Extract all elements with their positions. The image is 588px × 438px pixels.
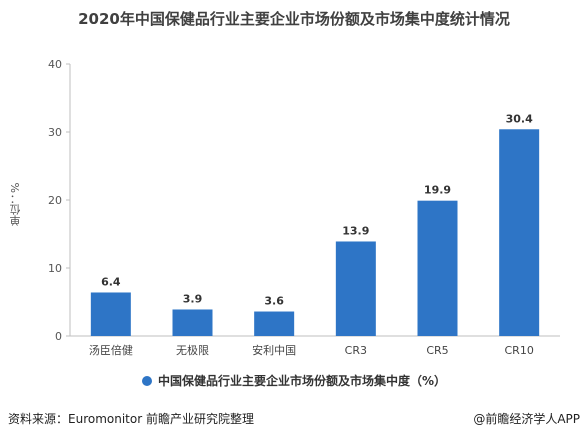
legend-label: 中国保健品行业主要企业市场份额及市场集中度（%） (157, 374, 447, 388)
bar (254, 311, 295, 336)
y-tick-label: 20 (48, 194, 62, 207)
x-tick-label: CR3 (345, 344, 367, 357)
y-tick-label: 0 (55, 330, 62, 343)
x-tick-label: CR5 (426, 344, 448, 357)
chart-legend: 中国保健品行业主要企业市场份额及市场集中度（%） (0, 372, 588, 389)
x-tick-label: 汤臣倍健 (89, 343, 133, 357)
bar (499, 129, 540, 336)
bar (335, 241, 376, 336)
data-label: 19.9 (424, 184, 451, 197)
x-tick-label: 安利中国 (252, 343, 296, 357)
data-label: 30.4 (506, 112, 533, 125)
y-tick-label: 30 (48, 126, 62, 139)
footer: 资料来源：Euromonitor 前瞻产业研究院整理 @前瞻经济学人APP (8, 410, 580, 428)
x-tick-label: 无极限 (176, 343, 209, 357)
y-tick-label: 10 (48, 262, 62, 275)
bar (172, 309, 213, 336)
bar (90, 292, 131, 336)
brand-note: @前瞻经济学人APP (473, 412, 580, 426)
data-label: 3.9 (183, 292, 203, 305)
y-tick-label: 40 (48, 58, 62, 71)
legend-swatch (141, 376, 152, 386)
bar (417, 200, 458, 336)
x-tick-label: CR10 (505, 344, 534, 357)
data-label: 6.4 (101, 275, 121, 288)
source-note: 资料来源：Euromonitor 前瞻产业研究院整理 (8, 412, 254, 426)
data-label: 13.9 (342, 224, 369, 237)
data-label: 3.6 (264, 295, 284, 308)
chart-title: 2020年中国保健品行业主要企业市场份额及市场集中度统计情况 (78, 10, 510, 28)
